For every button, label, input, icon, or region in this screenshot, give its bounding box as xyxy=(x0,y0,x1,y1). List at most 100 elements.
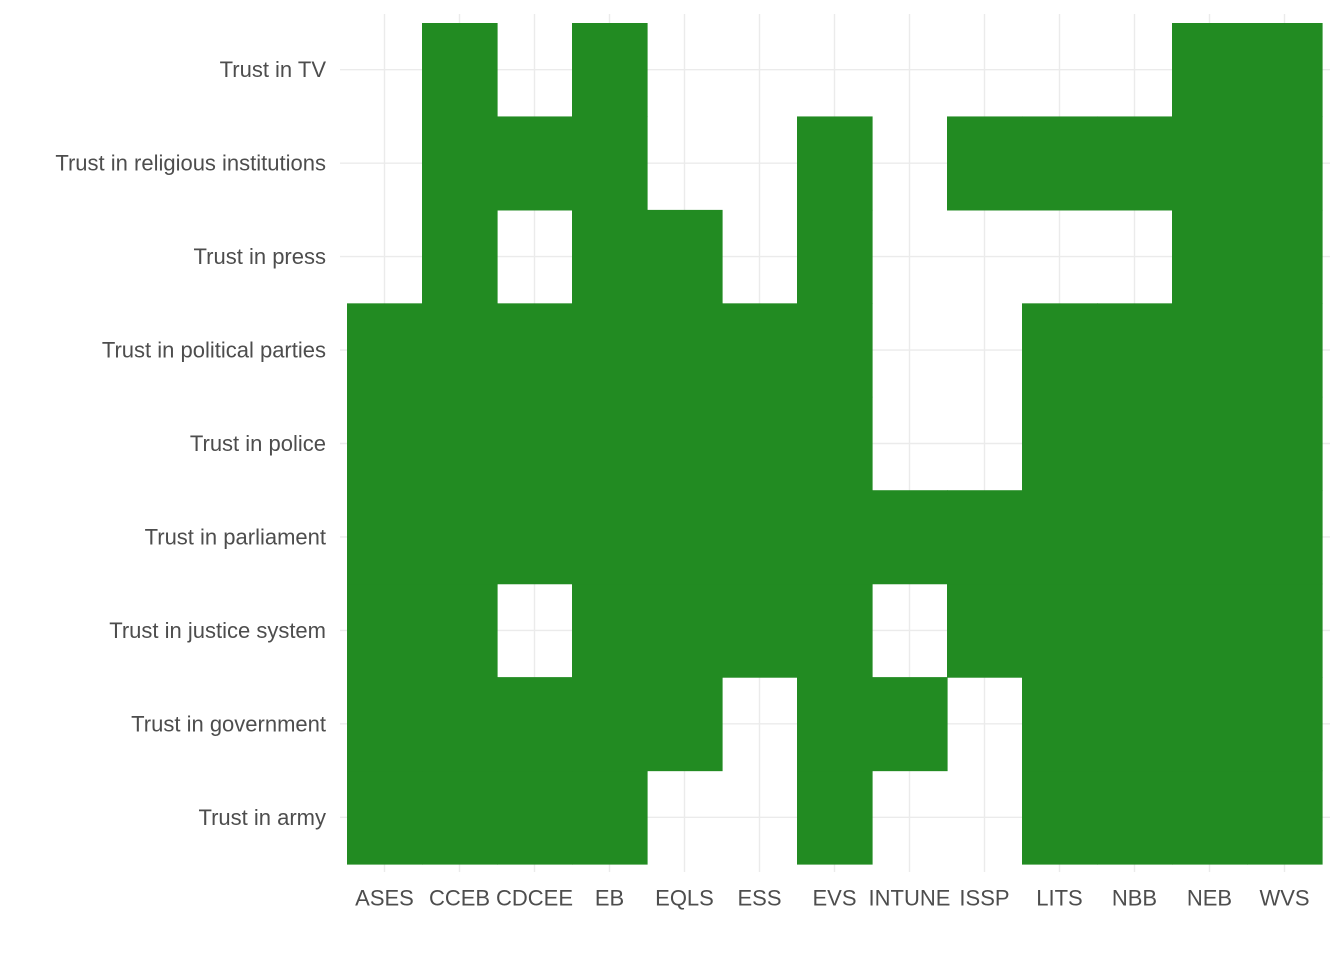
y-tick-label: Trust in political parties xyxy=(102,338,326,363)
tile xyxy=(1022,303,1098,398)
tile xyxy=(647,209,723,304)
tile xyxy=(722,303,798,398)
tile xyxy=(1097,303,1173,398)
tile xyxy=(422,677,498,772)
tile xyxy=(797,303,873,398)
tile xyxy=(347,770,423,865)
x-tick-label: ASES xyxy=(355,886,414,911)
tile xyxy=(497,677,573,772)
x-tick-label: ISSP xyxy=(959,886,1009,911)
tile xyxy=(1172,303,1248,398)
tile xyxy=(1172,583,1248,678)
tile xyxy=(422,490,498,585)
tile xyxy=(422,396,498,491)
x-tick-label: EQLS xyxy=(655,886,714,911)
tile xyxy=(1247,583,1323,678)
tile xyxy=(1097,677,1173,772)
tile xyxy=(1022,116,1098,211)
tile xyxy=(1172,23,1248,118)
tile xyxy=(572,583,648,678)
tile xyxy=(1247,677,1323,772)
tile xyxy=(1172,490,1248,585)
y-tick-label: Trust in religious institutions xyxy=(55,151,326,176)
tile xyxy=(497,770,573,865)
tile xyxy=(647,583,723,678)
tile xyxy=(1097,396,1173,491)
tile xyxy=(947,116,1023,211)
x-tick-label: ESS xyxy=(737,886,781,911)
tile xyxy=(572,23,648,118)
y-tick-label: Trust in government xyxy=(131,711,326,736)
tile xyxy=(1247,770,1323,865)
tile xyxy=(1097,583,1173,678)
tile xyxy=(497,490,573,585)
x-tick-label: LITS xyxy=(1036,886,1082,911)
tile xyxy=(797,396,873,491)
tile xyxy=(722,583,798,678)
tile xyxy=(647,677,723,772)
y-axis-labels: Trust in army Trust in government Trust in… xyxy=(55,57,326,830)
tile xyxy=(797,116,873,211)
y-tick-label: Trust in police xyxy=(190,431,326,456)
tile xyxy=(422,23,498,118)
tile xyxy=(647,303,723,398)
tile xyxy=(797,770,873,865)
x-tick-label: INTUNE xyxy=(869,886,951,911)
x-tick-label: NEB xyxy=(1187,886,1232,911)
tile xyxy=(422,770,498,865)
x-tick-label: NBB xyxy=(1112,886,1157,911)
tile xyxy=(572,116,648,211)
tile xyxy=(347,396,423,491)
tile xyxy=(572,396,648,491)
y-tick-label: Trust in parliament xyxy=(145,524,326,549)
tile xyxy=(1247,303,1323,398)
tile xyxy=(797,490,873,585)
tile xyxy=(1172,116,1248,211)
tile xyxy=(647,490,723,585)
x-tick-label: EVS xyxy=(812,886,856,911)
tile-layer xyxy=(347,23,1323,865)
tile xyxy=(1172,396,1248,491)
tile xyxy=(572,677,648,772)
tile xyxy=(797,209,873,304)
x-tick-label: CCEB xyxy=(429,886,490,911)
tile xyxy=(1172,209,1248,304)
tile xyxy=(797,677,873,772)
tile xyxy=(422,583,498,678)
y-tick-label: Trust in TV xyxy=(220,57,327,82)
tile xyxy=(1247,209,1323,304)
x-tick-label: CDCEE xyxy=(496,886,573,911)
tile xyxy=(422,116,498,211)
tile xyxy=(572,770,648,865)
tile xyxy=(1247,490,1323,585)
tile xyxy=(1247,23,1323,118)
x-axis-labels: ASES CCEB CDCEE EB EQLS ESS EVS INTUNE ISSP LITS N… xyxy=(355,886,1309,911)
tile xyxy=(572,490,648,585)
tile xyxy=(1022,490,1098,585)
x-tick-label: EB xyxy=(595,886,624,911)
tile xyxy=(1172,770,1248,865)
tile xyxy=(1247,116,1323,211)
tile xyxy=(347,303,423,398)
tile xyxy=(347,677,423,772)
tile xyxy=(1097,490,1173,585)
tile xyxy=(647,396,723,491)
tile xyxy=(872,677,948,772)
tile xyxy=(572,303,648,398)
tile xyxy=(497,396,573,491)
tile xyxy=(1022,677,1098,772)
tile xyxy=(872,490,948,585)
tile xyxy=(1022,770,1098,865)
tile xyxy=(947,490,1023,585)
tile xyxy=(947,583,1023,678)
tile xyxy=(497,303,573,398)
tile xyxy=(1097,770,1173,865)
tile xyxy=(1022,396,1098,491)
tile xyxy=(1097,116,1173,211)
tile xyxy=(347,583,423,678)
tile xyxy=(347,490,423,585)
tile xyxy=(497,116,573,211)
tile xyxy=(797,583,873,678)
tile xyxy=(1172,677,1248,772)
